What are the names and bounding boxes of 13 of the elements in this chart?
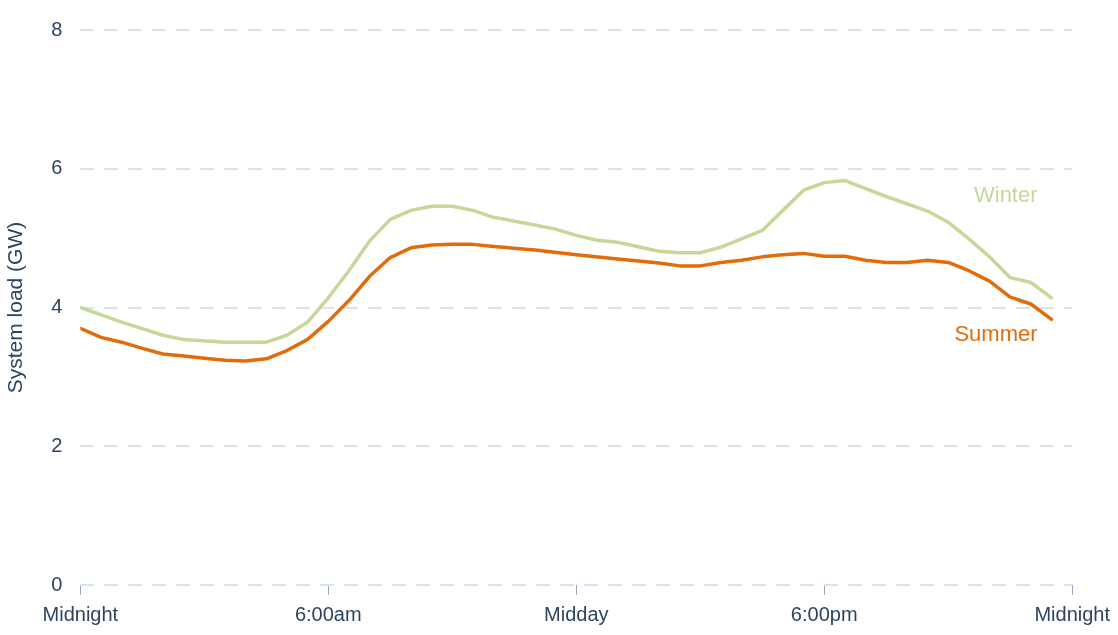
x-tick-label: 6:00pm — [790, 602, 858, 625]
y-tick-label: 6 — [51, 156, 63, 179]
y-tick-label: 0 — [51, 572, 63, 595]
series-label: Winter — [973, 181, 1038, 207]
y-tick-label: 4 — [51, 295, 63, 318]
x-tick-label: 6:00am — [294, 602, 362, 625]
y-tick-label: 8 — [51, 17, 63, 40]
series-label: Summer — [954, 321, 1038, 347]
y-axis-title: System load (GW) — [3, 221, 27, 394]
x-tick-label: Midday — [544, 602, 609, 625]
x-tick-label: Midnight — [42, 602, 119, 625]
x-tick-label: Midnight — [1034, 602, 1111, 625]
y-tick-label: 2 — [51, 433, 63, 456]
